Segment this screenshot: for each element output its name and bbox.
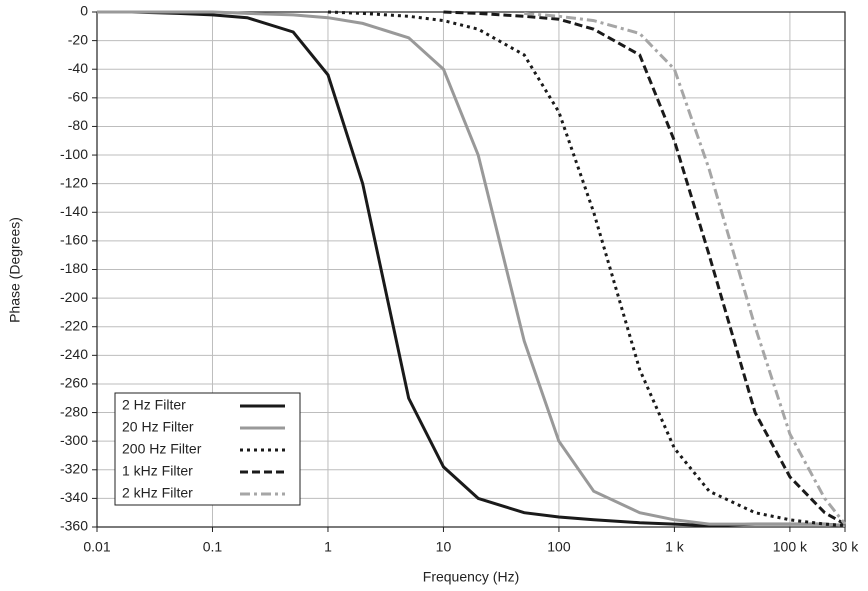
y-tick-label: -340 [60, 489, 88, 505]
y-tick-label: -20 [68, 31, 88, 47]
y-axis-title: Phase (Degrees) [7, 217, 23, 323]
x-tick-label: 30 k [832, 539, 859, 555]
legend-label: 1 kHz Filter [122, 463, 193, 479]
legend-label: 20 Hz Filter [122, 419, 194, 435]
x-axis-title: Frequency (Hz) [423, 569, 519, 585]
x-tick-label: 0.01 [83, 539, 110, 555]
y-tick-label: -140 [60, 203, 88, 219]
y-tick-label: -360 [60, 518, 88, 534]
legend-label: 200 Hz Filter [122, 441, 202, 457]
series-line [327, 10, 846, 528]
y-tick-label: -260 [60, 375, 88, 391]
y-tick-label: -180 [60, 260, 88, 276]
y-tick-label: -120 [60, 174, 88, 190]
x-tick-label: 0.1 [203, 539, 223, 555]
y-tick-label: -60 [68, 89, 88, 105]
x-tick-label: 1 [324, 539, 332, 555]
y-tick-label: 0 [80, 3, 88, 19]
legend-label: 2 kHz Filter [122, 485, 193, 501]
y-tick-label: -280 [60, 403, 88, 419]
series-line [524, 11, 847, 526]
series-line [97, 10, 846, 528]
y-tick-label: -240 [60, 346, 88, 362]
y-tick-label: -300 [60, 432, 88, 448]
series-line [443, 10, 846, 526]
x-tick-label: 1 k [665, 539, 685, 555]
x-tick-label: 10 [436, 539, 452, 555]
y-tick-label: -220 [60, 317, 88, 333]
y-tick-label: -40 [68, 60, 88, 76]
y-tick-label: -200 [60, 289, 88, 305]
y-tick-label: -80 [68, 117, 88, 133]
legend-label: 2 Hz Filter [122, 397, 186, 413]
y-tick-label: -320 [60, 460, 88, 476]
x-tick-label: 100 [547, 539, 571, 555]
y-tick-label: -160 [60, 232, 88, 248]
x-tick-label: 100 k [773, 539, 808, 555]
y-tick-label: -100 [60, 146, 88, 162]
